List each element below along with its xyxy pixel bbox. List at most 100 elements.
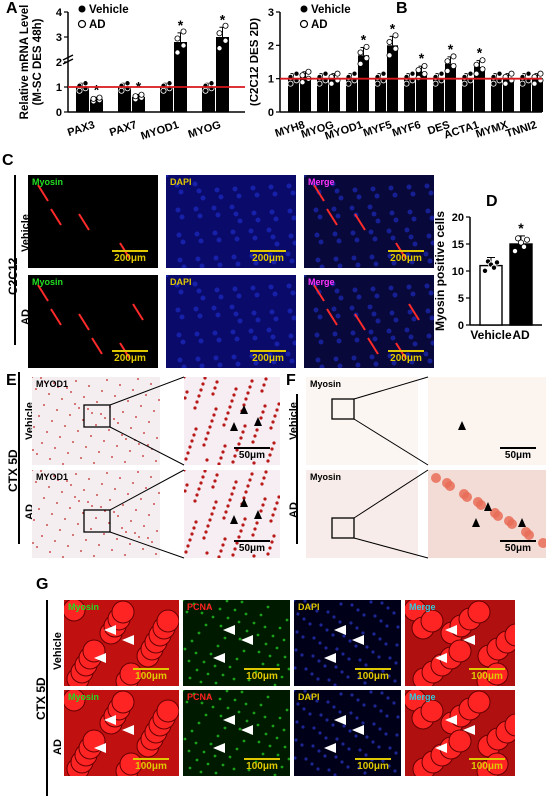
- pcna-signal: [283, 745, 287, 749]
- nucleus: [371, 740, 375, 744]
- stain-dot: [98, 544, 100, 546]
- arrowhead-marker: [463, 725, 475, 735]
- stain-dot: [44, 474, 46, 476]
- myosin-fiber: [50, 308, 62, 326]
- pcna-signal: [266, 695, 270, 699]
- nucleus: [253, 360, 259, 366]
- stain-dot: [64, 425, 66, 427]
- pcna-signal: [199, 680, 203, 684]
- image-overlay: [431, 473, 546, 548]
- stain-dot: [75, 380, 77, 382]
- pcna-signal: [252, 711, 256, 715]
- stain-dot: [184, 377, 186, 379]
- stain-dot: [233, 547, 237, 551]
- nucleus: [388, 285, 394, 291]
- nucleus: [287, 208, 293, 214]
- pcna-signal: [280, 765, 284, 769]
- bar: [462, 78, 473, 112]
- nucleus: [176, 332, 182, 338]
- nucleus: [428, 190, 434, 196]
- scale-bar-line: [500, 447, 536, 449]
- stain-dot: [74, 496, 76, 498]
- stain-dot: [114, 395, 116, 397]
- stain-dot: [142, 455, 144, 457]
- pcna-signal: [275, 736, 279, 740]
- nucleus: [408, 234, 414, 240]
- nucleus: [253, 260, 259, 266]
- stain-dot: [222, 423, 226, 427]
- nucleus: [315, 609, 319, 613]
- nucleus: [286, 283, 292, 289]
- nucleus: [267, 252, 273, 258]
- nucleus: [386, 328, 392, 334]
- stain-dot: [111, 549, 113, 551]
- nucleus: [349, 621, 353, 625]
- pcna-signal: [218, 607, 222, 611]
- nucleus: [380, 691, 384, 695]
- data-point: [345, 80, 352, 87]
- nucleus: [294, 738, 298, 742]
- panel-label-c: C: [2, 152, 14, 169]
- stain-dot: [155, 553, 157, 555]
- data-point: [96, 94, 103, 101]
- nucleus: [294, 690, 296, 692]
- nucleus: [429, 315, 434, 321]
- pcna-signal: [278, 626, 282, 630]
- nucleus: [373, 261, 379, 267]
- f-overview-1: Myosin: [306, 470, 418, 558]
- stain-dot: [77, 523, 79, 525]
- stain-dot: [108, 429, 110, 431]
- zoom-box: [83, 404, 111, 428]
- nucleus: [179, 314, 185, 320]
- nucleus: [388, 656, 392, 660]
- nucleus: [354, 237, 360, 243]
- nucleus: [332, 615, 336, 619]
- stain-dot: [203, 470, 207, 473]
- group-label-ctx5d-g: CTX 5D: [34, 677, 48, 720]
- nucleus: [217, 362, 223, 368]
- stain-dot: [78, 500, 80, 502]
- nucleus: [319, 264, 325, 268]
- data-point: [531, 80, 538, 87]
- stain-dot: [114, 488, 116, 490]
- nucleus: [325, 628, 329, 632]
- stain-dot: [190, 439, 194, 443]
- nucleus: [292, 240, 296, 246]
- arrowhead-marker: [240, 498, 248, 507]
- pcna-signal: [242, 649, 246, 653]
- nucleus: [371, 311, 377, 317]
- data-point: [415, 67, 422, 74]
- y-axis-title: Relative mRNA Level(C2C12 DES 2D): [250, 18, 261, 106]
- pcna-signal: [244, 702, 248, 706]
- muscle-fiber: [64, 690, 86, 712]
- stain-dot: [145, 394, 147, 396]
- stain-dot: [93, 462, 95, 464]
- stain-dot: [244, 490, 248, 494]
- stain-dot: [140, 405, 142, 407]
- nucleus: [393, 769, 397, 773]
- nucleus: [213, 355, 219, 361]
- nucleus: [393, 317, 399, 323]
- pcna-signal: [237, 620, 241, 624]
- myosin-positive-cell: [521, 527, 531, 537]
- nucleus: [411, 316, 417, 322]
- nucleus: [406, 284, 412, 290]
- g-tile-0-2: DAPI 100μm: [294, 600, 401, 686]
- nucleus: [335, 313, 341, 319]
- stain-dot: [32, 449, 34, 451]
- x-tick-label: MYOD1: [139, 119, 180, 143]
- data-point: [518, 239, 525, 246]
- pcna-signal: [216, 644, 220, 648]
- scale-bar-line: [133, 668, 169, 670]
- data-point: [467, 70, 474, 77]
- stain-dot: [210, 419, 214, 423]
- e-scale-bar: 50μm: [234, 540, 270, 554]
- myosin-fiber: [326, 308, 338, 326]
- stain-dot: [54, 540, 56, 542]
- nucleus: [211, 305, 217, 311]
- nucleus: [197, 213, 203, 219]
- nucleus: [411, 216, 417, 222]
- f-label-myosin: Myosin: [310, 472, 342, 482]
- pcna-signal: [287, 757, 290, 761]
- stain-dot: [192, 433, 196, 437]
